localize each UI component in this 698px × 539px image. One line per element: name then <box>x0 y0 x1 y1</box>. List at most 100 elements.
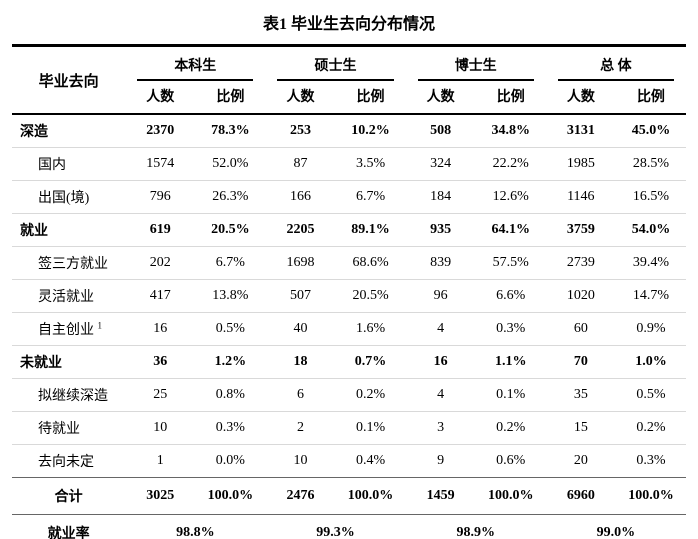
cell-value: 6960 <box>545 477 616 515</box>
cell-value: 100.0% <box>195 477 266 515</box>
cell-value: 100.0% <box>475 477 546 515</box>
cell-value: 100.0% <box>335 477 406 515</box>
cell-value: 26.3% <box>195 180 266 214</box>
cell-value: 39.4% <box>615 246 686 280</box>
cell-value: 0.1% <box>335 411 406 445</box>
table-row: 未就业 36 1.2% 18 0.7% 16 1.1% 70 1.0% <box>12 345 686 379</box>
cell-value: 166 <box>265 180 336 214</box>
cell-value: 2 <box>265 411 336 445</box>
table-row: 深造 2370 78.3% 253 10.2% 508 34.8% 3131 45.0% <box>12 113 686 148</box>
cell-value: 34.8% <box>475 113 546 148</box>
cell-value: 1146 <box>545 180 616 214</box>
group-header-master-label: 硕士生 <box>277 47 394 81</box>
cell-value: 0.7% <box>335 345 406 379</box>
cell-value: 13.8% <box>195 279 266 313</box>
cell-value: 100.0% <box>615 477 686 515</box>
cell-value: 324 <box>405 147 476 181</box>
sub-header-count: 人数 <box>405 81 476 115</box>
cell-value: 15 <box>545 411 616 445</box>
cell-value: 99.3% <box>265 514 406 539</box>
cell-value: 0.4% <box>335 444 406 478</box>
table-row: 拟继续深造 25 0.8% 6 0.2% 4 0.1% 35 0.5% <box>12 378 686 412</box>
cell-value: 0.3% <box>475 312 546 346</box>
cell-value: 9 <box>405 444 476 478</box>
sub-header-ratio: 比例 <box>475 81 546 115</box>
cell-value: 0.0% <box>195 444 266 478</box>
cell-value: 1985 <box>545 147 616 181</box>
cell-value: 619 <box>125 213 196 247</box>
row-label: 国内 <box>12 147 126 181</box>
cell-value: 0.2% <box>615 411 686 445</box>
row-label: 就业 <box>12 213 126 247</box>
cell-value: 12.6% <box>475 180 546 214</box>
cell-value: 796 <box>125 180 196 214</box>
sub-header-ratio: 比例 <box>335 81 406 115</box>
group-header-master: 硕士生 <box>265 46 405 81</box>
row-label: 合计 <box>12 477 126 515</box>
cell-value: 3 <box>405 411 476 445</box>
row-label: 拟继续深造 <box>12 378 126 412</box>
cell-value: 1574 <box>125 147 196 181</box>
group-header-doctoral-label: 博士生 <box>417 47 534 81</box>
cell-value: 1.6% <box>335 312 406 346</box>
cell-value: 0.9% <box>615 312 686 346</box>
cell-value: 70 <box>545 345 616 379</box>
cell-value: 1020 <box>545 279 616 313</box>
cell-value: 2205 <box>265 213 336 247</box>
row-label: 自主创业 1 <box>12 312 126 346</box>
cell-value: 78.3% <box>195 113 266 148</box>
cell-value: 1.2% <box>195 345 266 379</box>
cell-value: 6.7% <box>195 246 266 280</box>
cell-value: 1.0% <box>615 345 686 379</box>
sub-header-ratio: 比例 <box>615 81 686 115</box>
total-row: 合计 3025 100.0% 2476 100.0% 1459 100.0% 6… <box>12 477 686 515</box>
row-label: 出国(境) <box>12 180 126 214</box>
cell-value: 64.1% <box>475 213 546 247</box>
group-header-total-label: 总 体 <box>557 47 674 81</box>
cell-value: 0.5% <box>615 378 686 412</box>
table-row: 出国(境) 796 26.3% 166 6.7% 184 12.6% 1146 16.5% <box>12 180 686 214</box>
cell-value: 0.2% <box>335 378 406 412</box>
cell-value: 20.5% <box>335 279 406 313</box>
cell-value: 2476 <box>265 477 336 515</box>
cell-value: 16.5% <box>615 180 686 214</box>
cell-value: 68.6% <box>335 246 406 280</box>
cell-value: 25 <box>125 378 196 412</box>
table-body: 深造 2370 78.3% 253 10.2% 508 34.8% 3131 45.0% 国内 15… <box>12 113 686 478</box>
cell-value: 54.0% <box>615 213 686 247</box>
cell-value: 4 <box>405 312 476 346</box>
cell-value: 0.2% <box>475 411 546 445</box>
table-row: 待就业 10 0.3% 2 0.1% 3 0.2% 15 0.2% <box>12 411 686 445</box>
cell-value: 0.5% <box>195 312 266 346</box>
table-row: 签三方就业 202 6.7% 1698 68.6% 839 57.5% 2739 39.4% <box>12 246 686 280</box>
cell-value: 89.1% <box>335 213 406 247</box>
group-header-row: 毕业去向 本科生 硕士生 博士生 总 体 <box>12 45 686 115</box>
cell-value: 3131 <box>545 113 616 148</box>
cell-value: 87 <box>265 147 336 181</box>
cell-value: 0.3% <box>195 411 266 445</box>
cell-value: 4 <box>405 378 476 412</box>
cell-value: 45.0% <box>615 113 686 148</box>
table-title: 表1 毕业生去向分布情况 <box>262 16 435 33</box>
cell-value: 935 <box>405 213 476 247</box>
cell-value: 2739 <box>545 246 616 280</box>
footnote-marker: 1 <box>97 320 103 331</box>
table-totals: 合计 3025 100.0% 2476 100.0% 1459 100.0% 6… <box>12 477 686 539</box>
cell-value: 6.6% <box>475 279 546 313</box>
cell-value: 35 <box>545 378 616 412</box>
cell-value: 16 <box>405 345 476 379</box>
table-row: 去向未定 1 0.0% 10 0.4% 9 0.6% 20 0.3% <box>12 444 686 478</box>
cell-value: 98.8% <box>125 514 266 539</box>
cell-value: 0.3% <box>615 444 686 478</box>
row-label: 待就业 <box>12 411 126 445</box>
cell-value: 57.5% <box>475 246 546 280</box>
cell-value: 99.0% <box>545 514 686 539</box>
cell-value: 3759 <box>545 213 616 247</box>
group-header-total: 总 体 <box>546 46 686 81</box>
sub-header-count: 人数 <box>265 81 336 115</box>
cell-value: 1.1% <box>475 345 546 379</box>
cell-value: 417 <box>125 279 196 313</box>
table-row: 自主创业 1 16 0.5% 40 1.6% 4 0.3% 60 0.9% <box>12 312 686 346</box>
cell-value: 20.5% <box>195 213 266 247</box>
